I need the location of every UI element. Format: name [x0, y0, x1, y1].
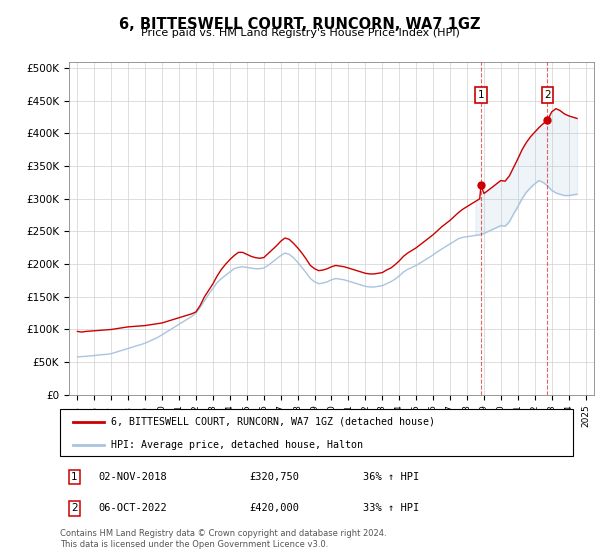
Text: £320,750: £320,750 — [250, 472, 300, 482]
Text: HPI: Average price, detached house, Halton: HPI: Average price, detached house, Halt… — [112, 440, 364, 450]
Text: 33% ↑ HPI: 33% ↑ HPI — [362, 503, 419, 514]
Text: 1: 1 — [71, 472, 77, 482]
Text: 02-NOV-2018: 02-NOV-2018 — [98, 472, 167, 482]
Text: £420,000: £420,000 — [250, 503, 300, 514]
Text: Contains HM Land Registry data © Crown copyright and database right 2024.
This d: Contains HM Land Registry data © Crown c… — [60, 529, 386, 549]
Text: 6, BITTESWELL COURT, RUNCORN, WA7 1GZ: 6, BITTESWELL COURT, RUNCORN, WA7 1GZ — [119, 17, 481, 32]
Text: Price paid vs. HM Land Registry's House Price Index (HPI): Price paid vs. HM Land Registry's House … — [140, 28, 460, 38]
Text: 6, BITTESWELL COURT, RUNCORN, WA7 1GZ (detached house): 6, BITTESWELL COURT, RUNCORN, WA7 1GZ (d… — [112, 417, 436, 427]
Text: 06-OCT-2022: 06-OCT-2022 — [98, 503, 167, 514]
Text: 36% ↑ HPI: 36% ↑ HPI — [362, 472, 419, 482]
Text: 2: 2 — [544, 90, 551, 100]
Text: 2: 2 — [71, 503, 77, 514]
FancyBboxPatch shape — [60, 409, 573, 456]
Text: 1: 1 — [478, 90, 484, 100]
